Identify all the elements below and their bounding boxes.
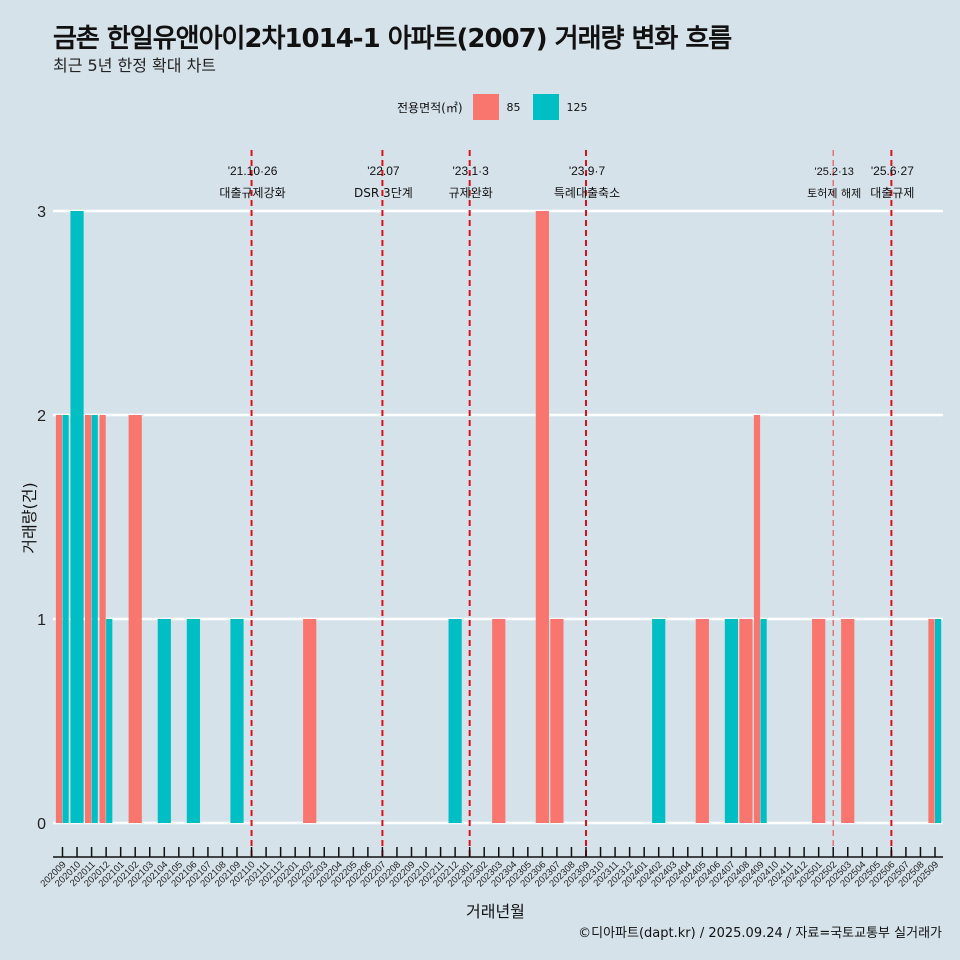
bar-125-202011: [91, 415, 98, 823]
annotation-label: 특례대출축소: [554, 186, 620, 200]
y-tick-label: 2: [37, 408, 46, 425]
bar-125-202409: [760, 619, 767, 823]
annotation-date: '22.07: [367, 164, 400, 178]
annotation-label: 대출규제강화: [219, 186, 285, 200]
bar-125-202402: [652, 619, 666, 823]
bar-125-202407: [724, 619, 739, 823]
legend-label-85: 85: [506, 100, 521, 114]
annotation-label: 규제완화: [449, 186, 493, 200]
bar-85-202012: [99, 415, 106, 823]
y-tick-label: 0: [37, 816, 46, 833]
bar-125-202509: [935, 619, 942, 823]
bar-85-202405: [695, 619, 709, 823]
legend: 전용면적(㎡) 85 125: [397, 93, 600, 121]
annotation-label: 토허제 해제: [807, 186, 861, 200]
bar-85-202011: [84, 415, 92, 823]
annotation-date: '23.1·3: [453, 164, 490, 178]
legend-swatch-125: [532, 94, 559, 120]
bar-85-202202: [303, 619, 317, 823]
y-tick-label: 1: [37, 612, 46, 629]
chart-subtitle: 최근 5년 한정 확대 차트: [53, 56, 217, 75]
annotation-label: DSR 3단계: [354, 186, 413, 200]
y-tick-label: 3: [37, 204, 46, 221]
legend-label-125: 125: [566, 100, 588, 114]
x-axis-label: 거래년월: [466, 902, 525, 921]
bar-125-202212: [448, 619, 462, 823]
bar-125-202012: [106, 619, 113, 823]
bar-85-202306: [535, 211, 549, 823]
footer-credit: ©디아파트(dapt.kr) / 2025.09.24 / 자료=국토교통부 실…: [578, 926, 942, 941]
bar-85-202303: [492, 619, 506, 823]
bar-85-202509: [928, 619, 935, 823]
bar-85-202102: [128, 415, 142, 823]
chart-title: 금촌 한일유앤아이2차1014-1 아파트(2007) 거래량 변화 흐름: [53, 24, 732, 54]
bar-85-202503: [841, 619, 855, 823]
bar-85-202501: [812, 619, 826, 823]
bar-85-202408: [739, 619, 753, 823]
annotation-date: '21.10·26: [228, 164, 278, 178]
bar-125-202010: [70, 211, 84, 823]
bar-125-202106: [186, 619, 200, 823]
bar-125-202104: [157, 619, 171, 823]
bar-85-202009: [55, 415, 63, 823]
annotation-date: '23.9·7: [569, 164, 606, 178]
annotation-label: 대출규제: [870, 186, 914, 200]
annotation-date: '25.6·27: [871, 164, 914, 178]
legend-swatch-85: [472, 94, 499, 120]
bar-85-202307: [550, 619, 564, 823]
y-axis-label: 거래량(건): [20, 482, 39, 554]
bar-85-202409: [753, 415, 761, 823]
legend-title: 전용면적(㎡): [397, 100, 463, 115]
annotation-date: '25.2·13: [814, 166, 853, 178]
bar-125-202109: [230, 619, 244, 823]
bar-125-202009: [62, 415, 69, 823]
